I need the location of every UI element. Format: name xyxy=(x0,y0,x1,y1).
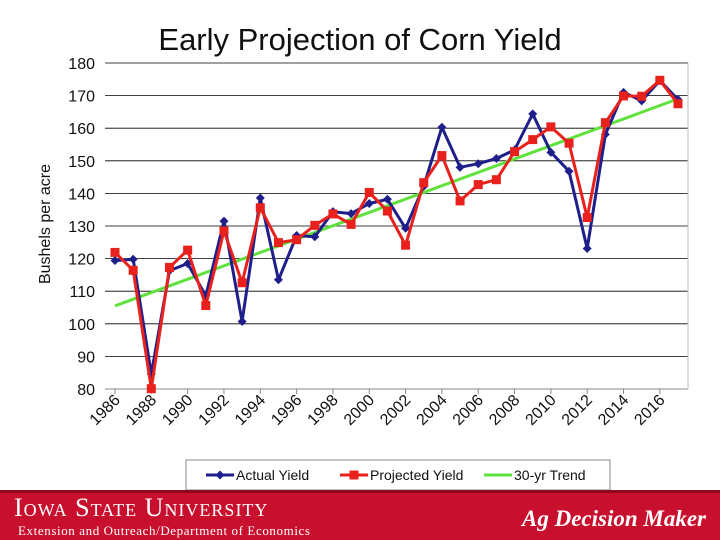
x-tick-label: 1992 xyxy=(196,392,233,429)
projected-yield-point xyxy=(292,235,302,245)
x-tick-label: 2012 xyxy=(559,392,596,429)
projected-yield-point xyxy=(310,220,320,230)
actual-yield-point xyxy=(473,159,483,169)
projected-yield-point xyxy=(546,122,556,132)
projected-yield-point xyxy=(255,203,265,213)
actual-yield-point xyxy=(546,147,556,157)
x-tick-label: 1994 xyxy=(232,392,269,429)
projected-yield-point xyxy=(164,262,174,272)
x-tick-label: 1988 xyxy=(123,392,160,429)
projected-yield-point xyxy=(382,206,392,216)
actual-yield-point xyxy=(491,154,501,164)
y-tick-label: 140 xyxy=(68,186,95,203)
legend-label: Actual Yield xyxy=(236,467,309,483)
projected-yield-point xyxy=(419,178,429,188)
actual-yield-point xyxy=(455,162,465,172)
projected-yield-point xyxy=(455,196,465,206)
projected-yield-point xyxy=(146,384,156,394)
projected-yield-point xyxy=(491,175,501,185)
actual-yield-point xyxy=(346,209,356,219)
projected-yield-point xyxy=(128,265,138,275)
actual-yield-point xyxy=(364,199,374,209)
actual-yield-point xyxy=(255,193,265,203)
projected-yield-point xyxy=(510,147,520,157)
projected-yield-point xyxy=(673,99,683,109)
chart-title: Early Projection of Corn Yield xyxy=(158,22,562,57)
y-tick-label: 170 xyxy=(68,89,95,106)
y-tick-label: 110 xyxy=(69,284,95,301)
x-tick-label: 2014 xyxy=(595,392,632,429)
projected-yield-point xyxy=(437,151,447,161)
actual-yield-point xyxy=(582,243,592,253)
legend: Actual Yield Projected Yield 30-yr Trend xyxy=(185,459,611,490)
legend-box xyxy=(185,459,611,490)
x-tick-label: 2000 xyxy=(341,392,378,429)
projected-yield-point xyxy=(473,180,483,190)
x-tick-label: 2008 xyxy=(486,392,523,429)
x-tick-label: 2006 xyxy=(450,392,487,429)
actual-yield-point xyxy=(237,317,247,327)
projected-yield-point xyxy=(582,213,592,223)
x-tick-label: 1996 xyxy=(268,392,305,429)
legend-label: 30-yr Trend xyxy=(514,467,586,483)
projected-yield-point xyxy=(219,226,229,236)
legend-swatch-marker xyxy=(349,470,359,480)
projected-yield-point xyxy=(364,187,374,197)
projected-yield-point xyxy=(328,209,338,219)
extension-department-text: Extension and Outreach/Department of Eco… xyxy=(18,523,311,538)
projected-yield-point xyxy=(564,138,574,148)
y-tick-label: 120 xyxy=(68,252,95,269)
actual-yield-point xyxy=(273,275,283,285)
y-tick-label: 100 xyxy=(68,317,95,334)
series-line xyxy=(114,79,680,376)
actual-yield-point xyxy=(382,194,392,204)
y-tick-label: 160 xyxy=(68,121,95,138)
actual-yield-point xyxy=(437,122,447,132)
projected-yield-point xyxy=(273,238,283,248)
series-line xyxy=(113,78,680,391)
x-tick-label: 1998 xyxy=(305,392,342,429)
projected-yield-point xyxy=(237,278,247,288)
actual-yield-point xyxy=(128,254,138,264)
actual-yield-point xyxy=(219,216,229,226)
x-tick-label: 2002 xyxy=(377,392,414,429)
actual-yield-point xyxy=(310,232,320,242)
university-logo-text: Iowa State University xyxy=(14,493,269,522)
actual-yield-point xyxy=(110,256,120,266)
y-tick-label: 180 xyxy=(68,56,95,73)
x-tick-label: 2016 xyxy=(631,392,668,429)
x-tick-label: 2004 xyxy=(414,392,451,429)
projected-yield-point xyxy=(619,91,629,101)
projected-yield-point xyxy=(600,118,610,128)
x-tick-label: 2010 xyxy=(523,392,560,429)
y-tick-label: 150 xyxy=(68,154,95,171)
y-tick-label: 90 xyxy=(77,349,95,366)
projected-yield-point xyxy=(401,240,411,250)
projected-yield-point xyxy=(655,75,665,85)
y-axis-label: Bushels per acre xyxy=(37,164,54,284)
footer-divider xyxy=(0,490,720,493)
ag-decision-maker-brand: Ag Decision Maker xyxy=(522,506,706,531)
actual-yield-point xyxy=(401,223,411,233)
legend-swatch-marker xyxy=(215,470,225,480)
projected-yield-point xyxy=(528,135,538,145)
projected-yield-point xyxy=(183,245,193,255)
projected-yield-point xyxy=(201,301,211,311)
series-projected-yield xyxy=(110,75,683,394)
projected-yield-point xyxy=(110,247,120,257)
y-tick-label: 80 xyxy=(77,382,95,399)
actual-yield-point xyxy=(564,166,574,176)
series-line xyxy=(114,97,679,308)
series-30-yr-trend xyxy=(114,97,679,308)
legend-label: Projected Yield xyxy=(370,467,463,483)
projected-yield-point xyxy=(346,219,356,229)
footer-banner: Iowa State University Extension and Outr… xyxy=(0,490,720,540)
projected-yield-point xyxy=(637,91,647,101)
x-tick-label: 1990 xyxy=(159,392,196,429)
y-tick-label: 130 xyxy=(68,219,95,236)
actual-yield-point xyxy=(528,109,538,119)
